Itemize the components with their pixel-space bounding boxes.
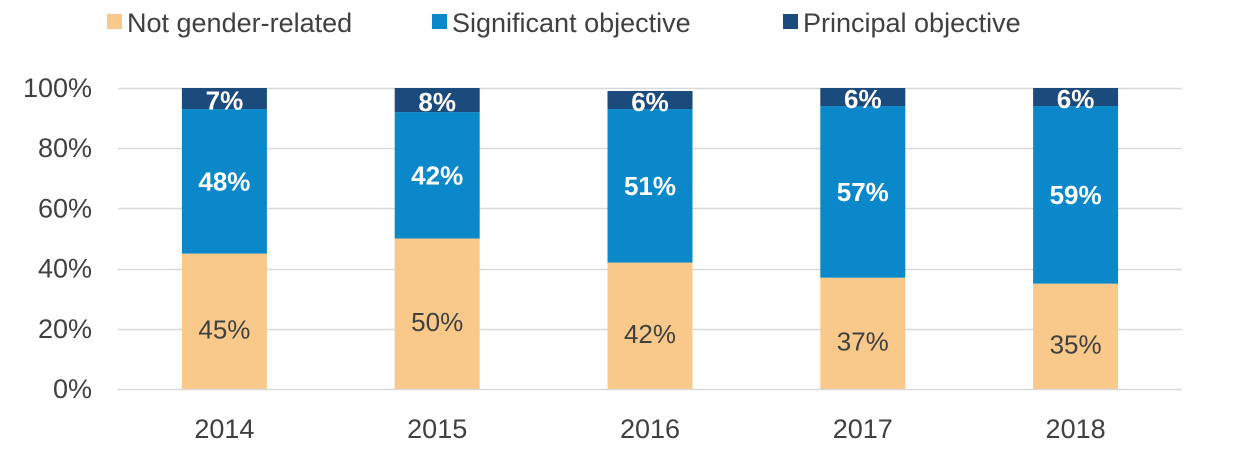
legend-label-principal-objective: Principal objective — [803, 8, 1021, 38]
bar-not-gender-related-2017 — [820, 277, 906, 389]
legend-label-not-gender-related: Not gender-related — [127, 8, 352, 38]
bar-not-gender-related-2016 — [607, 262, 693, 389]
data-label-significant-objective: 42% — [411, 160, 463, 190]
bar-significant-objective-2017 — [820, 106, 906, 278]
data-label-not-gender-related: 35% — [1050, 329, 1102, 359]
x-tick-label: 2018 — [1046, 414, 1106, 444]
data-label-not-gender-related: 42% — [624, 319, 676, 349]
y-tick-label: 20% — [38, 314, 92, 344]
data-label-principal-objective: 6% — [844, 84, 882, 114]
x-axis: 2014 2015 2016 2017 2018 — [118, 388, 1182, 444]
legend-label-significant-objective: Significant objective — [452, 8, 691, 38]
bar-not-gender-related-2015 — [394, 238, 480, 389]
bar-principal-objective-2017 — [820, 88, 906, 107]
data-label-principal-objective: 7% — [206, 86, 244, 116]
legend-swatch-principal-objective — [783, 14, 798, 29]
data-label-principal-objective: 6% — [1057, 84, 1095, 114]
y-tick-label: 80% — [38, 133, 92, 163]
bar-principal-objective-2016 — [607, 91, 693, 110]
x-tick-label: 2015 — [407, 414, 467, 444]
legend-swatch-significant-objective — [432, 14, 447, 29]
data-label-not-gender-related: 37% — [837, 326, 889, 356]
x-tick-label: 2017 — [833, 414, 893, 444]
bar-principal-objective-2018 — [1033, 88, 1119, 107]
data-label-not-gender-related: 50% — [411, 307, 463, 337]
bar-significant-objective-2014 — [181, 109, 267, 254]
data-label-significant-objective: 57% — [837, 177, 889, 207]
data-label-principal-objective: 6% — [631, 87, 669, 117]
bar-principal-objective-2014 — [181, 88, 267, 110]
bar-not-gender-related-2014 — [181, 253, 267, 389]
y-axis: 0% 20% 40% 60% 80% 100% — [23, 73, 92, 404]
data-label-principal-objective: 8% — [418, 87, 456, 117]
y-tick-label: 40% — [38, 254, 92, 284]
bar-significant-objective-2018 — [1033, 106, 1119, 284]
data-label-significant-objective: 59% — [1050, 180, 1102, 210]
bar-significant-objective-2015 — [394, 112, 480, 239]
bar-not-gender-related-2018 — [1033, 283, 1119, 389]
y-tick-label: 100% — [23, 73, 92, 103]
bars: 45% 48% 7% 50% 42% 8% 42% 51% 6% 37% 57% 6% 35% 59% 6% — [181, 84, 1119, 389]
data-label-significant-objective: 51% — [624, 171, 676, 201]
x-tick-label: 2014 — [194, 414, 254, 444]
data-label-significant-objective: 48% — [198, 166, 250, 196]
x-tick-label: 2016 — [620, 414, 680, 444]
legend: Not gender-related Significant objective P… — [107, 8, 1021, 38]
y-tick-label: 0% — [53, 374, 92, 404]
legend-swatch-not-gender-related — [107, 14, 122, 29]
bar-significant-objective-2016 — [607, 109, 693, 263]
y-tick-label: 60% — [38, 193, 92, 223]
data-label-not-gender-related: 45% — [198, 314, 250, 344]
bar-principal-objective-2015 — [394, 88, 480, 113]
